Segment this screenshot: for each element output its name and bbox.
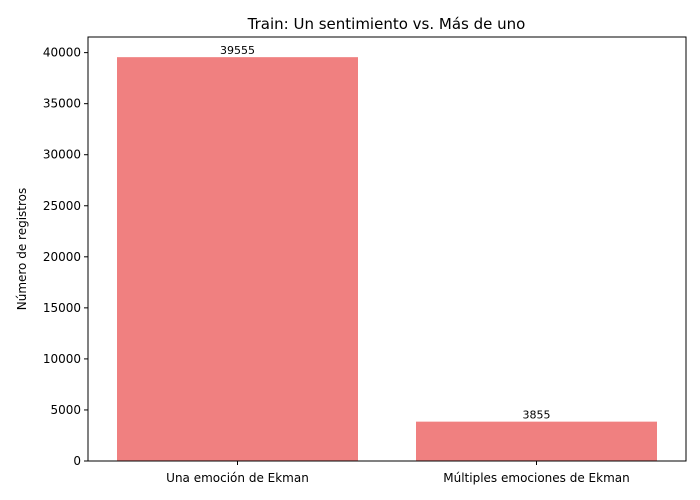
plot-frame [87,36,687,462]
data-label: 3855 [523,409,551,422]
y-tick-label: 0 [73,454,81,468]
y-tick-label: 20000 [43,250,81,264]
bar [117,57,358,462]
x-tick-label: Múltiples emociones de Ekman [443,471,629,485]
y-axis-label: Número de registros [15,188,29,311]
y-tick-label: 35000 [43,97,81,111]
plot-area: 39555 Una emoción de Ekman 3855 Múltiples e… [43,36,687,485]
y-tick-label: 10000 [43,352,81,366]
y-tick-label: 40000 [43,46,81,60]
x-tick-label: Una emoción de Ekman [166,471,309,485]
chart-title: Train: Un sentimiento vs. Más de uno [247,15,526,33]
y-tick-label: 15000 [43,301,81,315]
data-label: 39555 [220,44,255,57]
bar [416,421,657,461]
y-tick-label: 25000 [43,199,81,213]
y-tick-label: 30000 [43,148,81,162]
y-tick-label: 5000 [50,403,81,417]
